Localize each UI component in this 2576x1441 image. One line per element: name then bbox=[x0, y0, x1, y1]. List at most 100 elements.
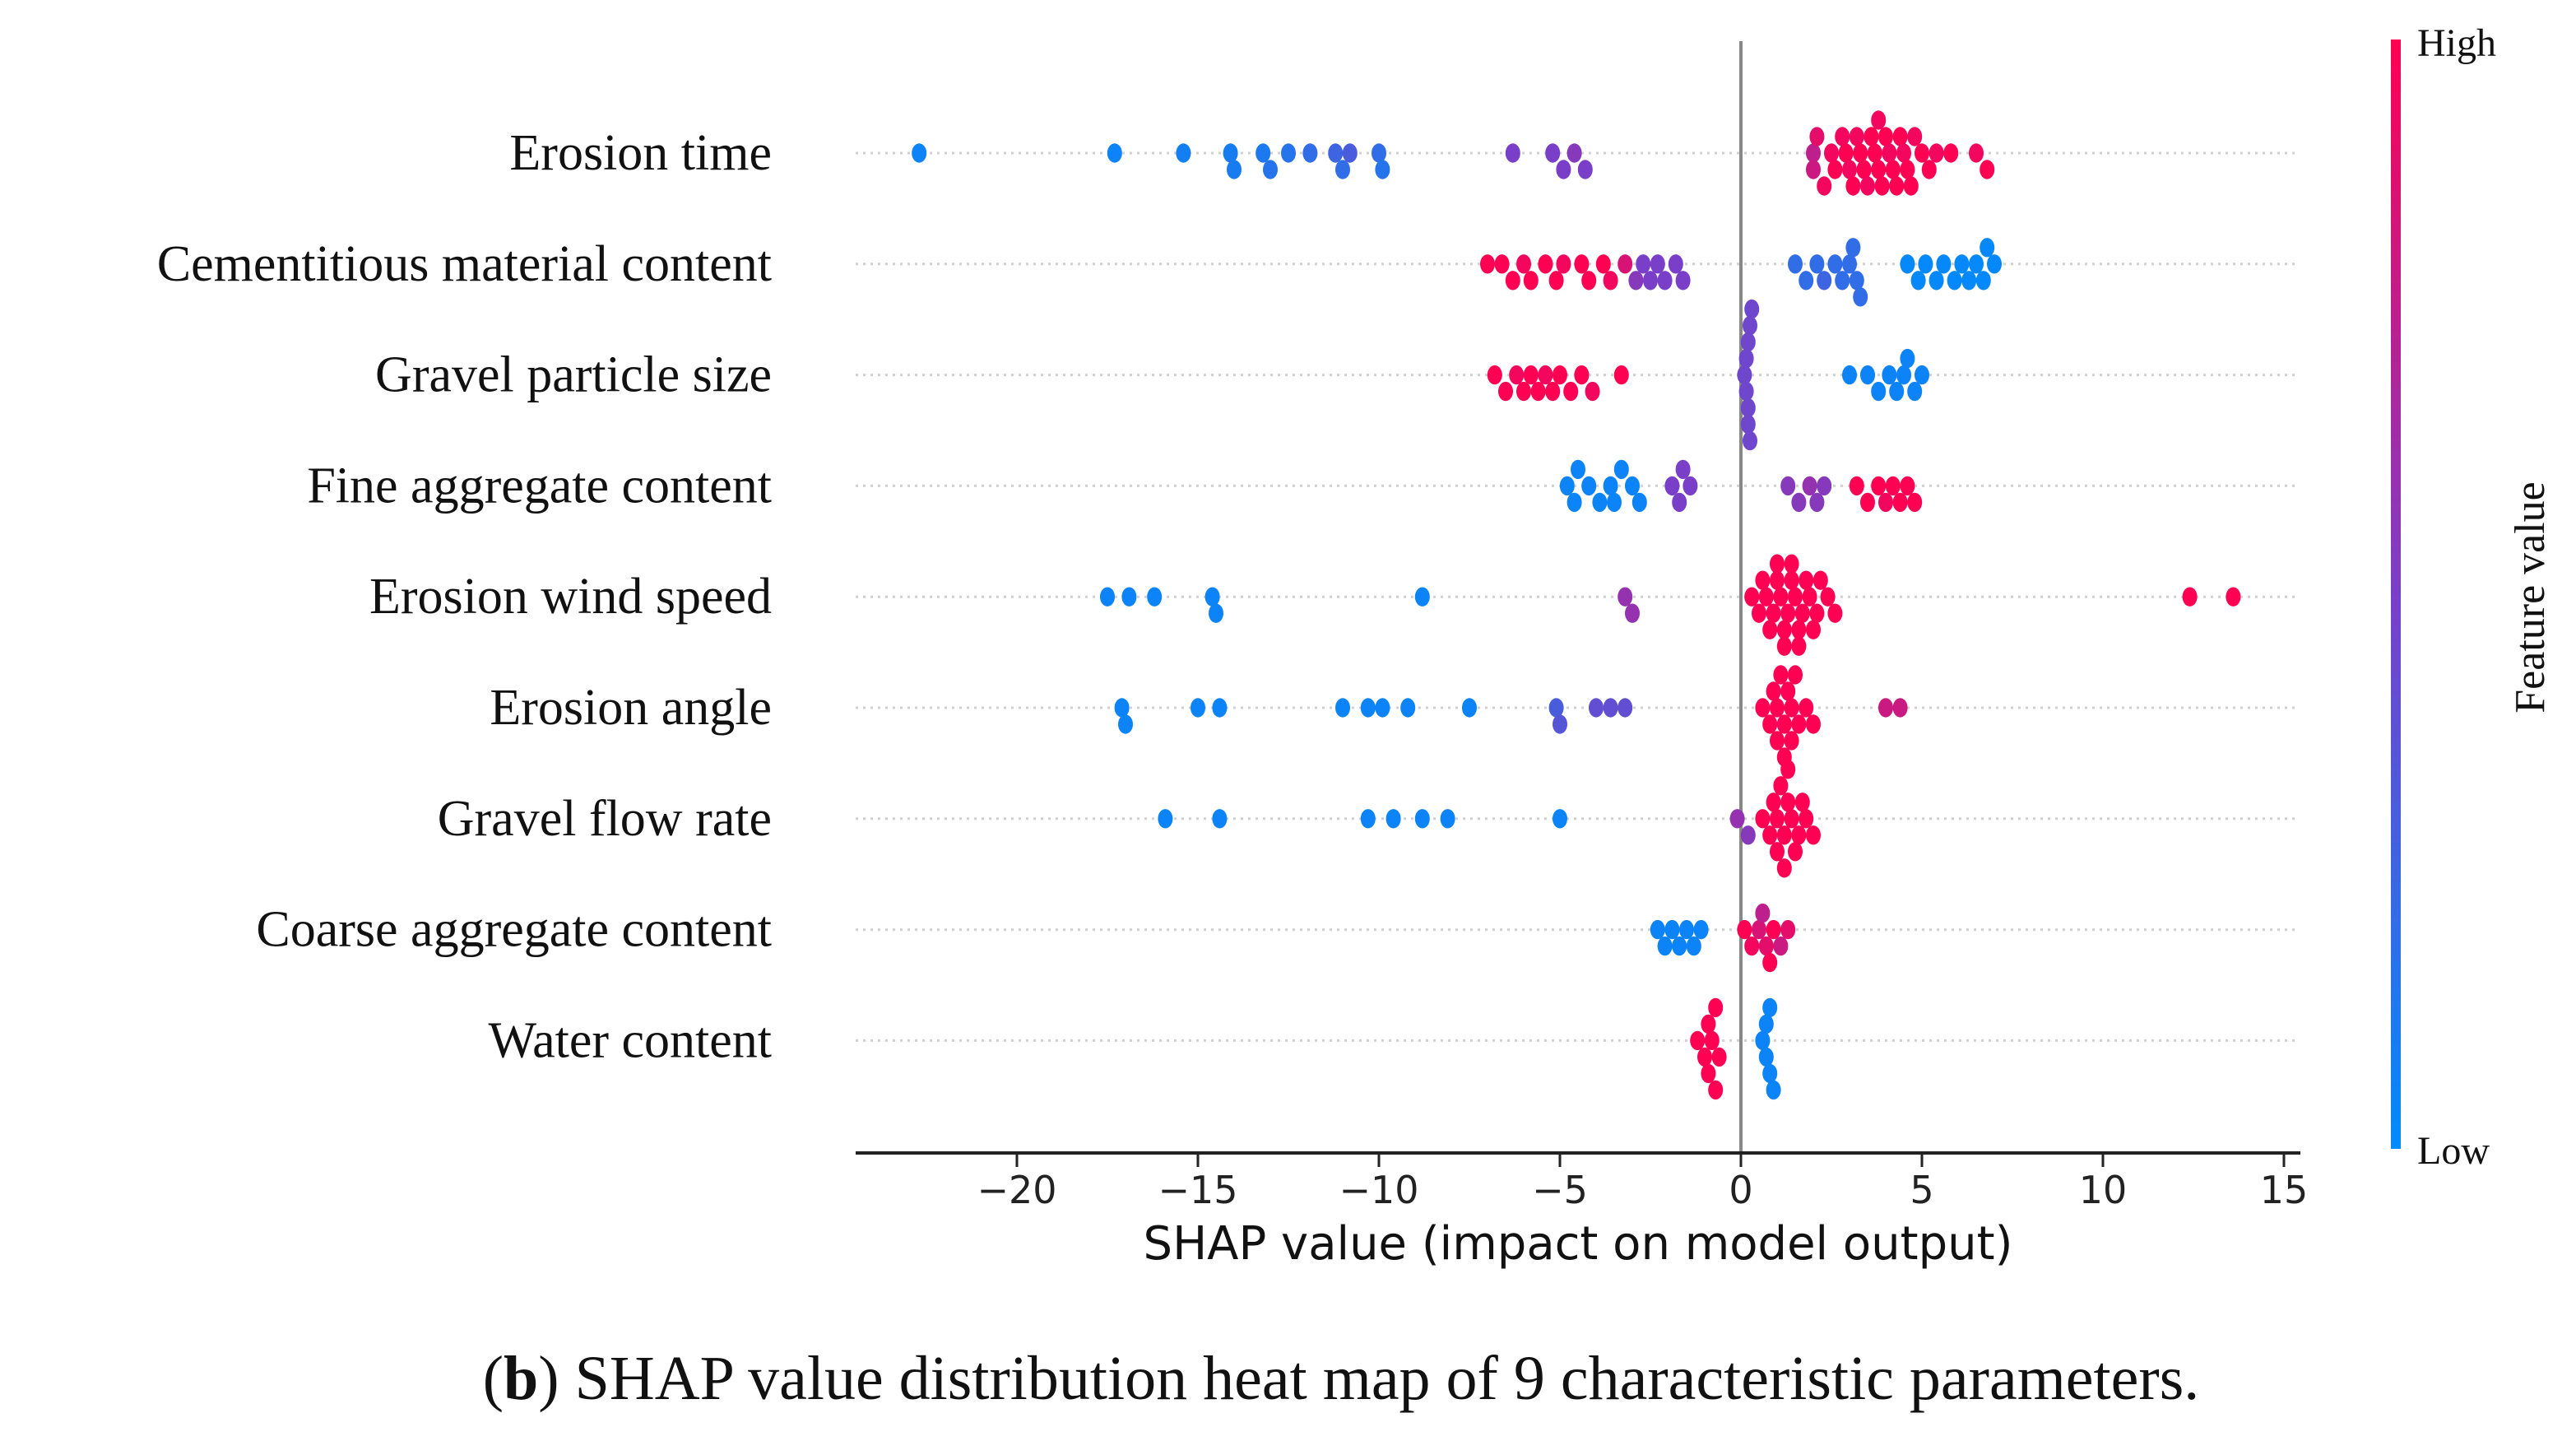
shap-point bbox=[1414, 809, 1430, 829]
shap-point bbox=[1806, 143, 1821, 163]
shap-point bbox=[1770, 570, 1785, 590]
shap-point bbox=[1791, 825, 1807, 845]
shap-point bbox=[1809, 254, 1825, 274]
shap-point bbox=[1738, 381, 1754, 402]
shap-point bbox=[1842, 254, 1857, 274]
shap-point bbox=[1516, 254, 1531, 274]
shap-point bbox=[1440, 809, 1455, 829]
shap-point bbox=[1838, 143, 1854, 163]
shap-point bbox=[1328, 143, 1344, 163]
shap-point bbox=[1595, 254, 1611, 274]
shap-point bbox=[1263, 160, 1278, 179]
shap-point bbox=[1708, 997, 1724, 1018]
shap-point bbox=[1523, 271, 1539, 291]
shap-point bbox=[1947, 271, 1962, 291]
shap-point bbox=[1212, 809, 1228, 829]
shap-point bbox=[1915, 365, 1929, 385]
shap-point bbox=[1975, 271, 1991, 291]
shap-point bbox=[1114, 698, 1130, 718]
shap-point bbox=[1762, 952, 1778, 973]
shap-point bbox=[1755, 698, 1771, 718]
shap-point bbox=[2182, 587, 2198, 607]
shap-point bbox=[1574, 365, 1590, 385]
shap-point bbox=[1755, 809, 1771, 829]
shap-point bbox=[1929, 271, 1944, 291]
shap-point bbox=[1878, 698, 1893, 718]
shap-point bbox=[1553, 714, 1567, 734]
shap-point bbox=[1788, 842, 1803, 862]
shap-point bbox=[1209, 603, 1223, 623]
shap-point bbox=[1487, 365, 1502, 385]
shap-point bbox=[1784, 698, 1799, 718]
shap-point bbox=[1657, 271, 1673, 291]
x-axis-label: SHAP value (impact on model output) bbox=[1144, 1217, 2013, 1271]
shap-point bbox=[1762, 714, 1778, 734]
shap-point bbox=[1375, 698, 1390, 718]
shap-point bbox=[1625, 603, 1640, 623]
feature-label: Fine aggregate content bbox=[307, 458, 772, 514]
shap-point bbox=[1776, 825, 1792, 845]
shap-point bbox=[1107, 143, 1122, 163]
shap-point bbox=[1566, 143, 1582, 163]
shap-point bbox=[1690, 1030, 1706, 1051]
shap-point bbox=[1860, 176, 1875, 196]
shap-point bbox=[1643, 271, 1658, 291]
shap-point bbox=[1827, 603, 1843, 623]
shap-point bbox=[1874, 176, 1890, 196]
shap-point bbox=[1770, 554, 1785, 574]
shap-point bbox=[1675, 271, 1691, 291]
shap-point bbox=[1770, 842, 1785, 862]
shap-point bbox=[1693, 919, 1709, 940]
shap-point bbox=[1770, 731, 1785, 751]
shap-point bbox=[1802, 587, 1817, 607]
shap-point bbox=[1545, 381, 1561, 402]
shap-point bbox=[1980, 238, 1995, 258]
shap-point bbox=[1969, 143, 1984, 163]
shap-point bbox=[1628, 271, 1644, 291]
shap-point bbox=[1907, 127, 1923, 146]
shap-point bbox=[1918, 254, 1933, 274]
shap-point bbox=[1788, 587, 1803, 607]
shap-point bbox=[1740, 332, 1756, 352]
shap-point bbox=[1755, 570, 1771, 590]
shap-point bbox=[1835, 127, 1850, 146]
shap-point bbox=[1559, 476, 1575, 496]
shap-point bbox=[1212, 698, 1228, 718]
shap-point bbox=[1302, 143, 1318, 163]
shap-point bbox=[1784, 570, 1799, 590]
shap-point bbox=[1910, 271, 1926, 291]
shap-point bbox=[1758, 1014, 1774, 1034]
shap-point bbox=[1462, 698, 1477, 718]
shap-point bbox=[1538, 365, 1553, 385]
shap-point bbox=[1773, 587, 1789, 607]
shap-point bbox=[1571, 459, 1585, 480]
shap-point bbox=[1657, 936, 1673, 956]
shap-point bbox=[1650, 919, 1665, 940]
shap-point bbox=[1809, 492, 1825, 513]
shap-point bbox=[1708, 1080, 1724, 1100]
shap-point bbox=[1766, 1080, 1781, 1100]
shap-point bbox=[1878, 492, 1893, 513]
shap-point bbox=[1791, 714, 1807, 734]
shap-point bbox=[1791, 636, 1807, 656]
shap-point bbox=[1903, 176, 1919, 196]
shap-point bbox=[1650, 254, 1665, 274]
shap-point bbox=[1548, 271, 1564, 291]
shap-point bbox=[1892, 127, 1908, 146]
shap-point bbox=[1770, 809, 1785, 829]
shap-point bbox=[1780, 681, 1796, 701]
shap-point bbox=[1679, 919, 1694, 940]
shap-point bbox=[1498, 381, 1513, 402]
shap-point bbox=[1505, 271, 1520, 291]
shap-point bbox=[1683, 476, 1698, 496]
shap-point bbox=[1545, 143, 1561, 163]
shap-point bbox=[1856, 160, 1872, 179]
shap-point bbox=[1566, 492, 1582, 513]
shap-point bbox=[1788, 254, 1803, 274]
shap-point bbox=[1860, 365, 1875, 385]
shap-point bbox=[1799, 698, 1814, 718]
shap-point bbox=[1744, 936, 1760, 956]
shap-point bbox=[1737, 919, 1752, 940]
x-tick-label: 0 bbox=[1729, 1168, 1752, 1212]
shap-point bbox=[1577, 160, 1593, 179]
